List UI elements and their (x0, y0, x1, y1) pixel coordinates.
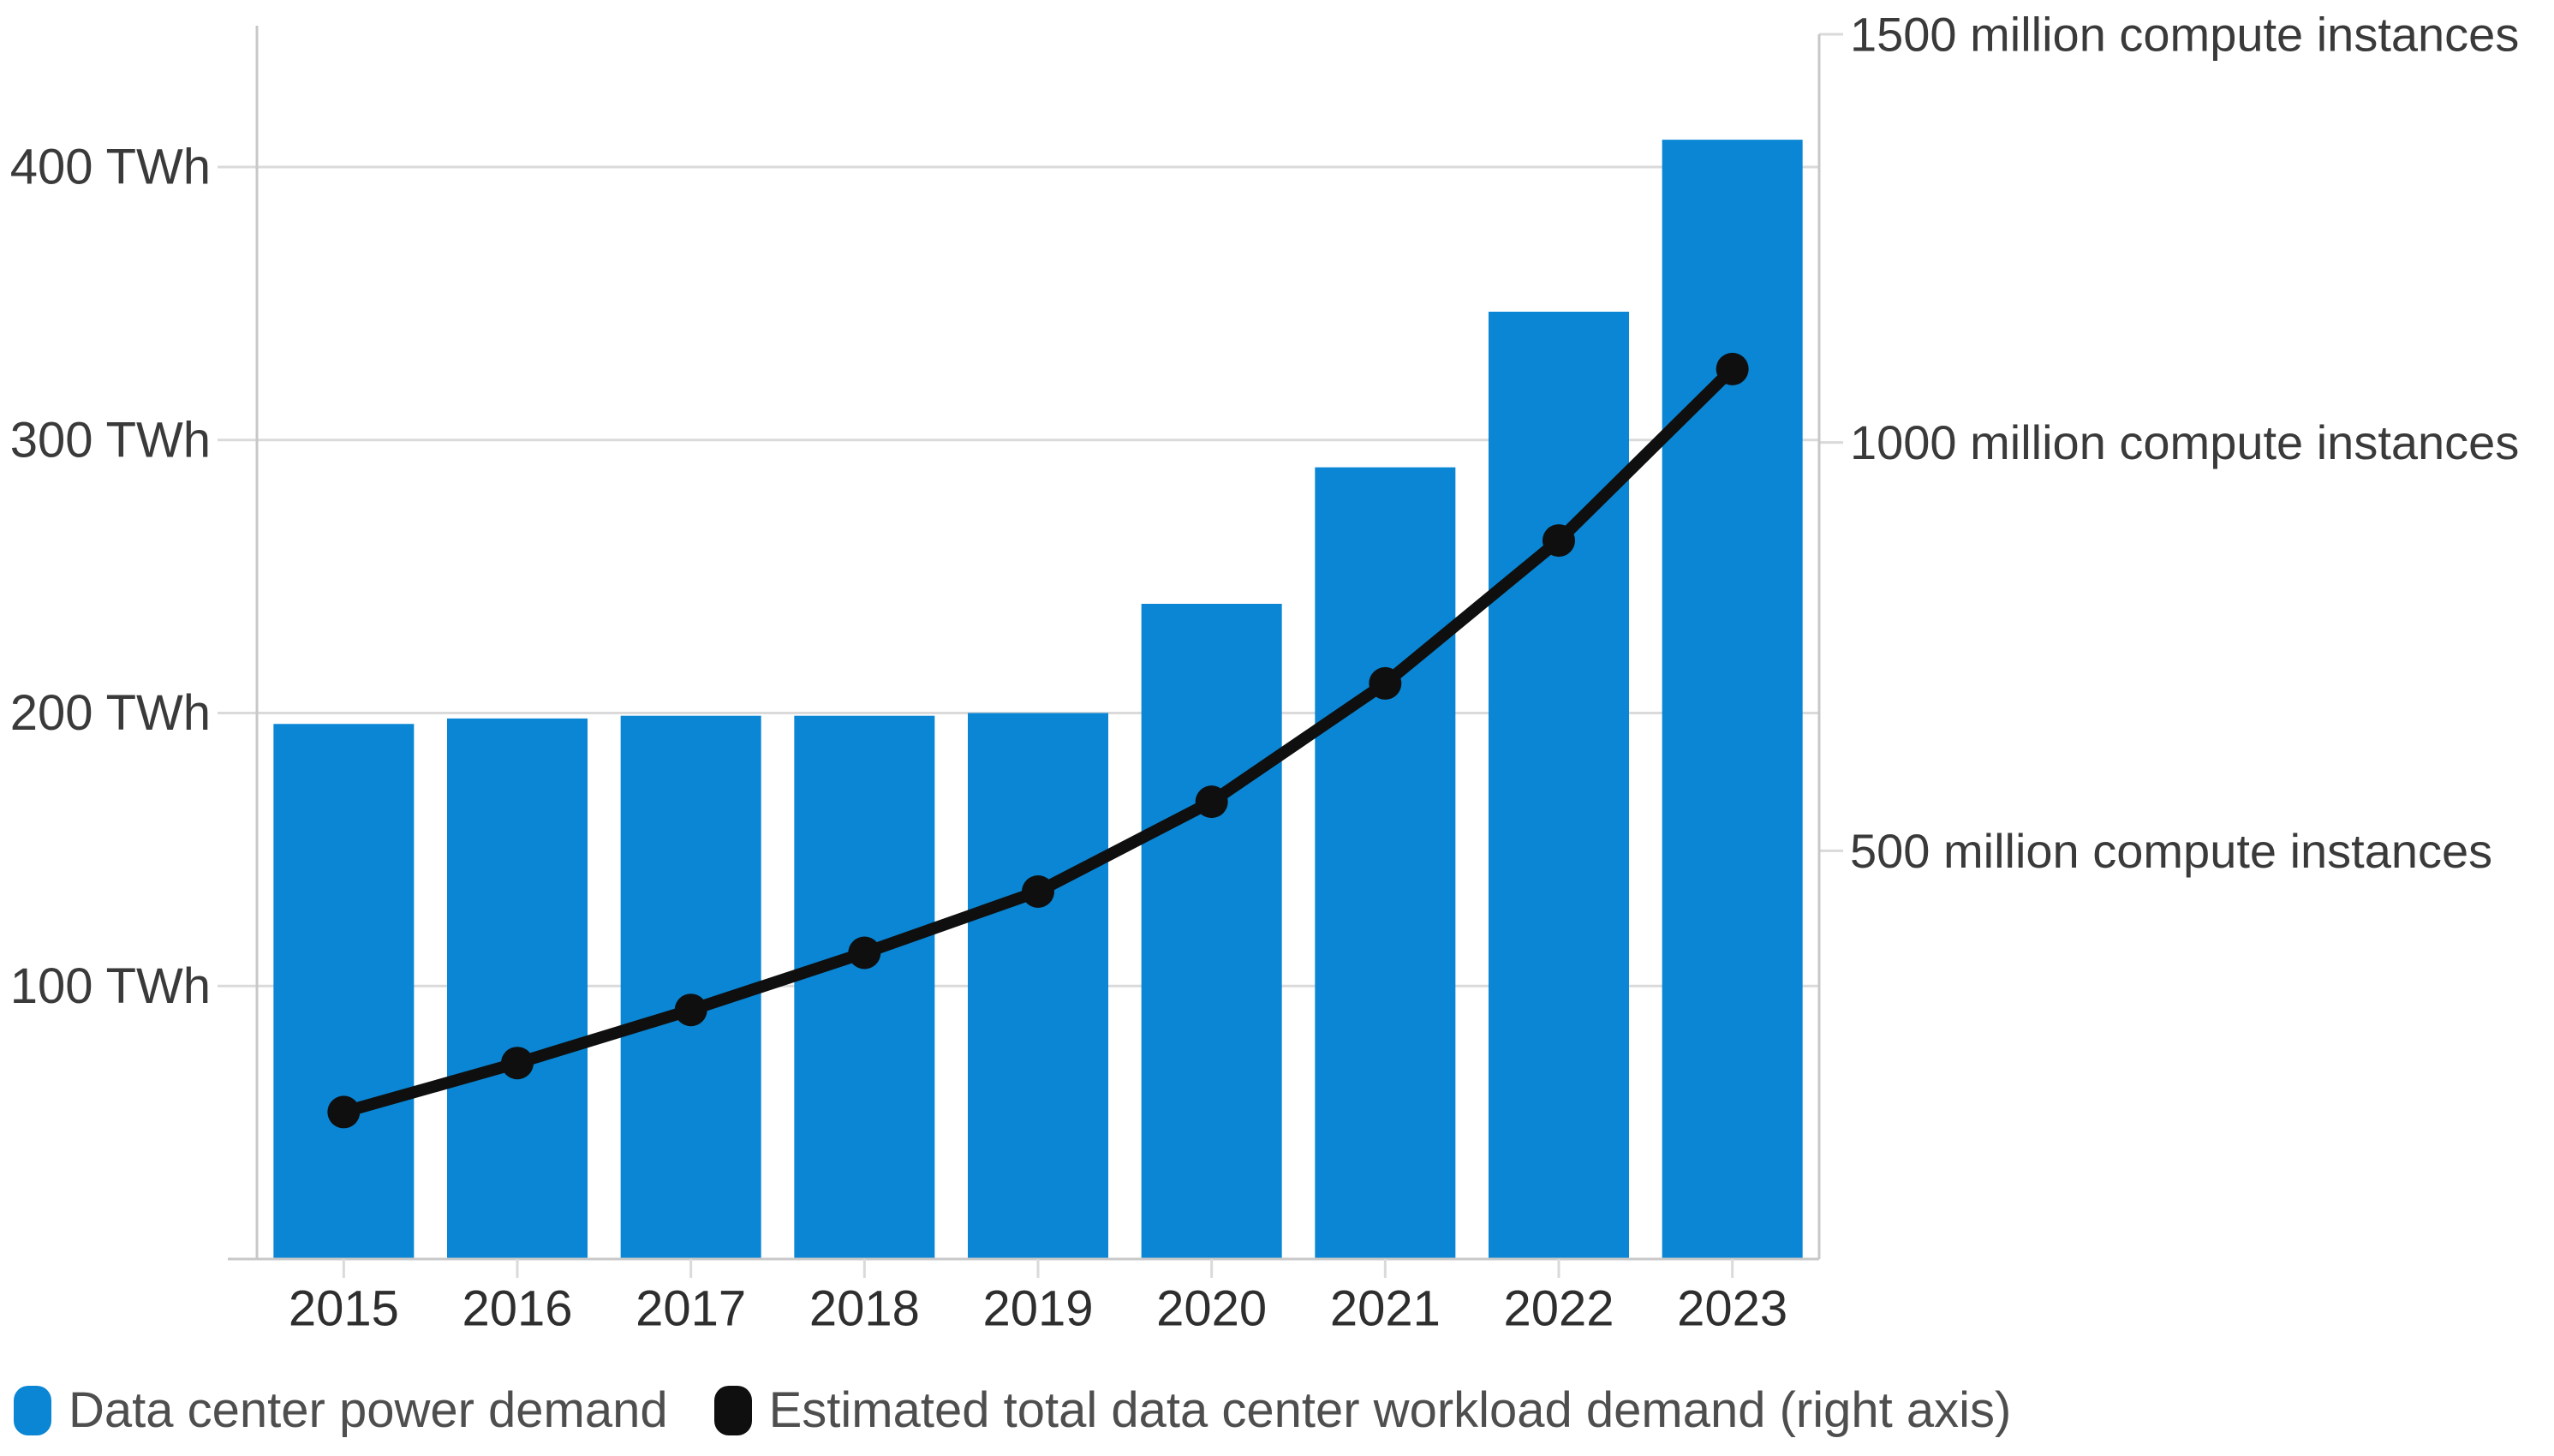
x-axis-label-2021: 2021 (1330, 1281, 1441, 1337)
legend-item-power-demand: Data center power demand (14, 1386, 668, 1435)
left-axis-label-100: 100 TWh (10, 958, 211, 1014)
right-axis-label-500: 500 million compute instances (1850, 824, 2492, 878)
left-axis-label-200: 200 TWh (10, 685, 211, 741)
x-axis-label-2017: 2017 (636, 1281, 746, 1337)
right-axis-ticks (1819, 33, 1843, 852)
axis-labels: 400 TWh 300 TWh 200 TWh 100 TWh 1500 million… (10, 8, 2520, 1337)
line-point-2022 (1543, 524, 1575, 558)
bar-2016 (447, 718, 588, 1259)
x-axis-label-2015: 2015 (289, 1281, 399, 1337)
workload-line-series (327, 352, 1749, 1129)
legend-label-workload-demand: Estimated total data center workload dem… (768, 1382, 2012, 1438)
legend-swatch-power-demand (14, 1386, 51, 1435)
line-point-2020 (1195, 785, 1228, 819)
line-point-2015 (327, 1095, 361, 1129)
x-axis-label-2023: 2023 (1677, 1281, 1787, 1337)
x-axis-label-2022: 2022 (1503, 1281, 1614, 1337)
line-point-2016 (501, 1047, 534, 1080)
bar-2019 (968, 713, 1108, 1259)
legend-label-power-demand: Data center power demand (69, 1382, 668, 1438)
line-point-2023 (1716, 352, 1749, 385)
bar-2017 (620, 715, 761, 1259)
axes (228, 26, 1821, 1278)
right-axis-label-1000: 1000 million compute instances (1850, 415, 2519, 469)
x-axis-label-2020: 2020 (1156, 1281, 1267, 1337)
line-point-2019 (1022, 875, 1054, 908)
left-axis-label-400: 400 TWh (10, 140, 211, 195)
line-point-2017 (674, 994, 707, 1027)
bar-2018 (794, 715, 935, 1259)
right-axis-label-1500: 1500 million compute instances (1850, 8, 2519, 62)
bar-2021 (1315, 467, 1456, 1259)
x-axis-label-2016: 2016 (462, 1281, 572, 1337)
legend: Data center power demand Estimated total… (14, 1386, 2011, 1435)
bar-2023 (1662, 140, 1803, 1259)
left-axis-label-300: 300 TWh (10, 412, 211, 468)
x-axis-label-2019: 2019 (982, 1281, 1093, 1337)
line-point-2018 (848, 936, 881, 970)
x-axis-label-2018: 2018 (809, 1281, 920, 1337)
line-point-2021 (1369, 666, 1402, 700)
bar-2020 (1141, 604, 1282, 1259)
legend-swatch-workload-demand (713, 1386, 752, 1435)
bar-2015 (273, 724, 415, 1259)
power-demand-bars (273, 140, 1803, 1259)
legend-item-workload-demand: Estimated total data center workload dem… (713, 1382, 2012, 1438)
bar-2022 (1489, 311, 1629, 1259)
